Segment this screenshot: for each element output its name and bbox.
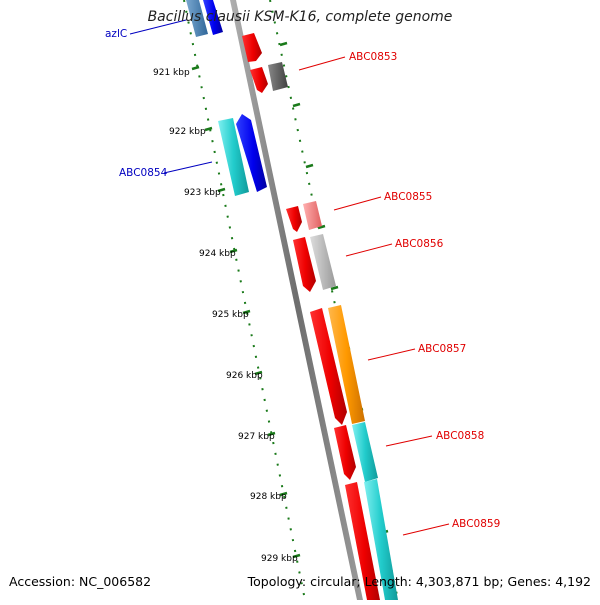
gene-ABC0857-orange-block[interactable] — [328, 305, 365, 424]
scale-label: 929 kbp — [261, 554, 298, 564]
gene-ABC0855-pink-block[interactable] — [303, 201, 322, 230]
gene-ABC0853-gray-block[interactable] — [268, 62, 288, 91]
scale-labels: 921 kbp 922 kbp 923 kbp 924 kbp 925 kbp … — [153, 68, 298, 564]
gene-ABC0854-arrow[interactable] — [236, 114, 267, 192]
gene-label-ABC0857[interactable]: ABC0857 — [418, 343, 466, 355]
genome-summary: Topology: circular; Length: 4,303,871 bp… — [247, 574, 591, 589]
gene-label-ABC0856[interactable]: ABC0856 — [395, 238, 444, 250]
label-leader-lines — [129, 19, 450, 536]
gene-reverse-block-1[interactable] — [203, 0, 223, 35]
genome-backbone — [230, 0, 363, 600]
gene-label-ABC0855[interactable]: ABC0855 — [384, 191, 432, 203]
scale-label: 924 kbp — [199, 249, 236, 259]
gene-label-ABC0859[interactable]: ABC0859 — [452, 518, 500, 530]
scale-label: 927 kbp — [238, 432, 275, 442]
gene-label-ABC0854[interactable]: ABC0854 — [119, 167, 168, 179]
gene-label-azlC[interactable]: azlC — [105, 28, 127, 40]
scale-label: 923 kbp — [184, 188, 221, 198]
gene-ABC0855-arrow[interactable] — [286, 206, 302, 232]
gene-azlC-block[interactable] — [186, 0, 208, 37]
scale-label: 925 kbp — [212, 310, 249, 320]
scale-label: 928 kbp — [250, 492, 287, 502]
scale-label: 926 kbp — [226, 371, 263, 381]
gene-ABC0858-arrow[interactable] — [334, 425, 356, 480]
gene-ABC0858-cyan-block[interactable] — [352, 422, 378, 482]
gene-label-ABC0858[interactable]: ABC0858 — [436, 430, 484, 442]
gene-ABC0854-cyan-block[interactable] — [218, 118, 249, 196]
scale-track-left — [183, 0, 306, 601]
scale-label: 921 kbp — [153, 68, 190, 78]
gene-ABC0857-arrow[interactable] — [310, 308, 347, 425]
gene-forward-arrow-1[interactable] — [242, 33, 262, 62]
gene-label-ABC0853[interactable]: ABC0853 — [349, 51, 397, 63]
gene-labels: azlC ABC0853 ABC0854 ABC0855 ABC0856 ABC… — [105, 28, 500, 530]
gene-ABC0859-cyan-block[interactable] — [364, 479, 398, 600]
gene-ABC0856-arrow[interactable] — [293, 237, 316, 292]
gene-ABC0859-arrow[interactable] — [345, 482, 380, 600]
gene-ABC0856-gray-block[interactable] — [310, 234, 336, 290]
scale-ticks-left — [191, 65, 301, 559]
scale-label: 922 kbp — [169, 127, 206, 137]
map-title: Bacillus clausii KSM-K16, complete genom… — [147, 9, 453, 25]
accession-label: Accession: NC_006582 — [9, 574, 152, 589]
gene-ABC0853-arrow[interactable] — [250, 67, 268, 93]
